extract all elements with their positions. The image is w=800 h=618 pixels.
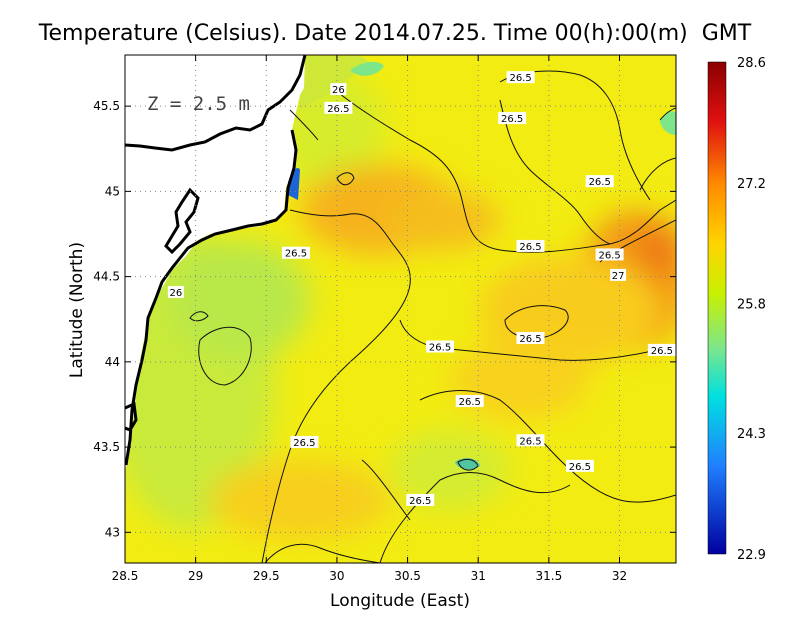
coastline [125, 55, 307, 466]
y-tick-label: 45 [105, 184, 120, 198]
contour-label: 26.5 [589, 177, 611, 188]
x-tick-label: 29 [188, 569, 203, 583]
contour-label-bg [595, 248, 624, 261]
contour-label-bg [647, 343, 676, 356]
contour-label: 27 [612, 271, 625, 282]
contour-label: 26.5 [409, 496, 431, 507]
contour-label: 26.5 [598, 250, 620, 261]
contour-label-bg [426, 340, 455, 353]
x-tick-label: 30.5 [394, 569, 421, 583]
contour-label: 26.5 [509, 73, 531, 84]
contour-label-bg [281, 246, 310, 259]
contour-label: 26.5 [429, 343, 451, 354]
contour-label: 26.5 [519, 334, 541, 345]
contour-label: 26.5 [651, 346, 673, 357]
y-axis: 43 43.5 44 44.5 45 45.5 [93, 99, 676, 539]
contour-labels: 26 26.5 26.5 26.5 26.5 26.5 26.5 26.5 27 26 26.5 26… [167, 71, 676, 507]
contour-label-bg [565, 459, 594, 472]
contour-label-bg [290, 435, 319, 448]
contour-label-bg [330, 83, 347, 96]
contour-label: 26.5 [519, 242, 541, 253]
x-axis-label: Longitude (East) [330, 591, 470, 611]
colorbar-gradient [707, 61, 727, 555]
contour-label-bg [516, 331, 545, 344]
contour-label-bg [498, 112, 527, 125]
contour-label: 26 [332, 85, 345, 96]
colorbar-tick-label: 27.2 [737, 177, 766, 192]
contour-label-bg [406, 493, 435, 506]
x-tick-label: 29.5 [253, 569, 280, 583]
contour-label: 26.5 [293, 438, 315, 449]
contour-label: 26 [169, 288, 182, 299]
contour-label: 26.5 [569, 462, 591, 473]
land-area [125, 55, 305, 470]
y-tick-label: 44 [105, 355, 120, 369]
contour-label-bg [167, 285, 184, 298]
contour-label: 26.5 [285, 249, 307, 260]
y-tick-label: 44.5 [93, 270, 120, 284]
grid-lines [125, 55, 676, 563]
y-tick-label: 43.5 [93, 440, 120, 454]
contour-label-bg [516, 434, 545, 447]
colorbar-tick-label: 28.6 [737, 56, 766, 71]
contour-lines [189, 70, 676, 563]
contour-label: 26.5 [501, 114, 523, 125]
x-tick-label: 30 [329, 569, 344, 583]
depth-label: Z = 2.5 m [147, 93, 250, 115]
y-axis-label: Latitude (North) [67, 242, 87, 378]
contour-label-bg [455, 395, 484, 408]
contour-label: 26.5 [519, 436, 541, 447]
map-title: Temperature (Celsius). Date 2014.07.25. … [38, 21, 752, 46]
contour-label: 26.5 [327, 104, 349, 115]
contour-label-bg [324, 101, 353, 114]
x-axis: 28.5 29 29.5 30 30.5 31 31.5 32 [112, 55, 627, 583]
x-tick-label: 32 [612, 569, 627, 583]
colorbar-tick-label: 24.3 [737, 427, 766, 442]
colorbar-tick-label: 25.8 [737, 298, 766, 313]
contour-label-bg [516, 239, 545, 252]
y-tick-label: 45.5 [93, 99, 120, 113]
colorbar: 28.6 27.2 25.8 24.3 22.9 [707, 56, 766, 563]
plot-area: 26 26.5 26.5 26.5 26.5 26.5 26.5 26.5 27 26 26.5 26… [125, 55, 676, 563]
colorbar-tick-label: 22.9 [737, 548, 766, 563]
x-tick-label: 31.5 [535, 569, 562, 583]
y-tick-label: 43 [105, 525, 120, 539]
x-tick-label: 31 [471, 569, 486, 583]
contour-label-bg [506, 71, 535, 84]
contour-label: 26.5 [459, 397, 481, 408]
x-tick-label: 28.5 [112, 569, 139, 583]
contour-label-bg [610, 268, 627, 281]
plot-frame [124, 54, 677, 564]
contour-label-bg [585, 175, 614, 188]
